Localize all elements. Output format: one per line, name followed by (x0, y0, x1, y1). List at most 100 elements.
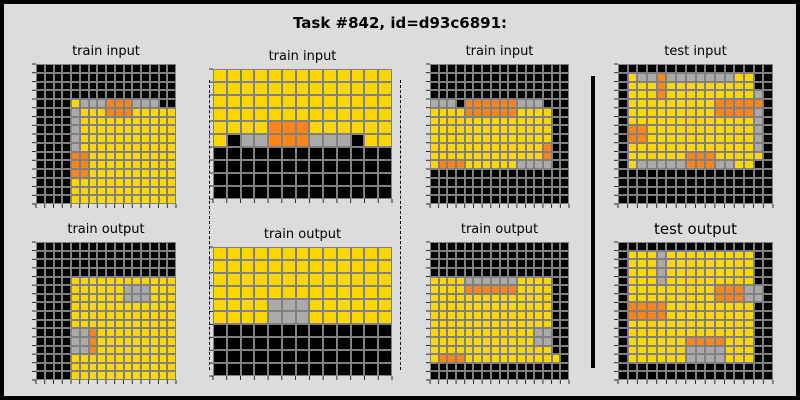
grid-cell (336, 134, 351, 147)
grid-cell (123, 81, 133, 91)
grid-cell (97, 267, 106, 277)
grid-cell (36, 177, 45, 187)
grid-cell (534, 186, 543, 196)
grid-cell (551, 177, 561, 187)
grid-cell (79, 354, 89, 363)
grid-cell (734, 116, 744, 126)
grid-cell (490, 328, 500, 337)
grid-cell (123, 259, 133, 268)
grid-cell (226, 160, 241, 173)
grid-cell (79, 328, 89, 337)
grid-cell (542, 151, 552, 161)
grid-cell (79, 72, 89, 82)
grid-cell (268, 108, 282, 121)
grid-cell (499, 328, 509, 337)
grid-cell (560, 99, 569, 108)
grid-cell (516, 311, 526, 320)
grid-cell (508, 371, 517, 380)
grid-cell (695, 125, 706, 134)
grid-cell (542, 328, 552, 337)
grid-cell (132, 293, 141, 303)
grid-cell (53, 293, 63, 303)
grid-cell (560, 267, 569, 277)
grid-cell (724, 362, 735, 372)
grid-cell (499, 99, 509, 108)
grid-cell (551, 81, 561, 91)
grid-cell (323, 82, 337, 95)
grid-cell (295, 337, 310, 351)
grid-cell (676, 169, 686, 178)
grid-cell (714, 186, 725, 196)
grid-cell (473, 107, 483, 117)
grid-cell (499, 302, 509, 311)
grid-cell (705, 142, 715, 152)
dashed-separator-right (400, 80, 401, 370)
grid-cell (71, 293, 80, 303)
grid-cell (499, 336, 509, 346)
grid-cell (88, 107, 98, 117)
grid-cell (464, 354, 474, 363)
grid-cell (490, 354, 500, 363)
grid-cell (268, 272, 282, 286)
grid-cell (714, 371, 725, 380)
grid-cell (743, 362, 754, 372)
grid-cell (534, 362, 543, 372)
grid-cell (378, 324, 392, 338)
grid-cell (268, 186, 282, 199)
grid-cell (456, 302, 465, 311)
grid-cell (240, 147, 255, 160)
grid-cell (364, 160, 379, 173)
grid-cell (149, 311, 159, 320)
grid-cell (226, 108, 241, 121)
grid-cell (97, 285, 106, 294)
grid-cell (438, 195, 448, 204)
grid-train-output-1 (36, 242, 176, 380)
grid-cell (114, 186, 124, 196)
grid-cell (71, 107, 80, 117)
grid-cell (473, 169, 483, 178)
grid-cell (647, 186, 657, 196)
grid-cell (123, 250, 133, 260)
grid-cell (447, 293, 457, 303)
grid-cell (71, 345, 80, 355)
grid-cell (525, 99, 535, 108)
grid-cell (508, 142, 517, 152)
grid-cell (281, 69, 296, 82)
grid-cell (542, 169, 552, 178)
grid-cell (71, 311, 80, 320)
grid-cell (132, 90, 141, 99)
grid-cell (149, 195, 159, 204)
grid-cell (36, 160, 45, 169)
grid-cell (79, 160, 89, 169)
grid-cell (44, 160, 54, 169)
grid-cell (685, 328, 696, 337)
grid-cell (44, 285, 54, 294)
grid-cell (430, 354, 439, 363)
grid-cell (618, 195, 628, 204)
grid-cell (763, 267, 773, 277)
grid-cell (666, 242, 677, 251)
grid-cell (508, 336, 517, 346)
grid-cell (167, 90, 176, 99)
grid-cell (213, 160, 227, 173)
grid-cell (516, 125, 526, 134)
grid-cell (62, 336, 71, 346)
grid-cell (560, 195, 569, 204)
grid-cell (627, 107, 638, 117)
grid-cell (627, 362, 638, 372)
grid-cell (516, 285, 526, 294)
grid-cell (438, 242, 448, 251)
grid-cell (132, 160, 141, 169)
grid-cell (323, 134, 337, 147)
grid-cell (132, 242, 141, 251)
grid-cell (542, 302, 552, 311)
grid-cell (430, 169, 439, 178)
grid-cell (254, 108, 269, 121)
grid-cell (456, 354, 465, 363)
grid-cell (62, 285, 71, 294)
grid-cell (88, 250, 98, 260)
grid-cell (158, 328, 168, 337)
grid-cell (464, 125, 474, 134)
grid-cell (734, 371, 744, 380)
grid-cell (364, 69, 379, 82)
